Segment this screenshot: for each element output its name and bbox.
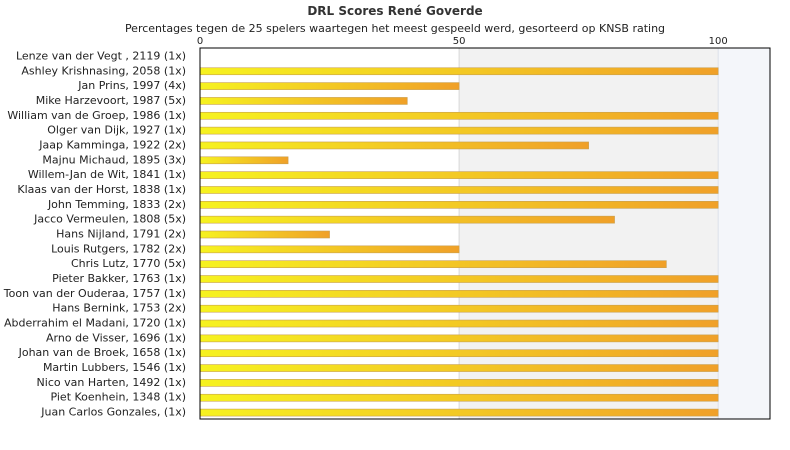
- x-tick-label: 50: [453, 36, 466, 47]
- category-label: Chris Lutz, 1770 (5x): [71, 257, 186, 270]
- bar: [199, 111, 719, 120]
- band-100-110: [718, 48, 770, 419]
- category-label: Martin Lubbers, 1546 (1x): [43, 361, 186, 374]
- bar: [199, 245, 460, 254]
- category-label: John Temming, 1833 (2x): [47, 198, 186, 211]
- x-tick-label: 0: [197, 36, 203, 47]
- chart-title: DRL Scores René Goverde: [307, 4, 483, 18]
- bar: [199, 82, 460, 90]
- category-label: Nico van Harten, 1492 (1x): [37, 376, 186, 389]
- band-50-100: [459, 48, 719, 419]
- bar: [199, 319, 719, 328]
- bar: [199, 141, 589, 150]
- bar: [199, 156, 289, 165]
- category-label: Hans Nijland, 1791 (2x): [56, 228, 186, 241]
- bar: [199, 290, 719, 298]
- category-label: Majnu Michaud, 1895 (3x): [42, 153, 186, 166]
- category-label: Willem-Jan de Wit, 1841 (1x): [28, 168, 186, 181]
- bar: [199, 275, 719, 283]
- bar: [199, 186, 719, 194]
- bar: [199, 67, 719, 76]
- x-tick-label: 100: [709, 36, 728, 47]
- bar: [199, 171, 719, 179]
- category-label: Mike Harzevoort, 1987 (5x): [36, 94, 186, 107]
- category-label: Juan Carlos Gonzales, (1x): [40, 406, 186, 419]
- bar: [199, 230, 330, 239]
- category-label: Klaas van der Horst, 1838 (1x): [17, 183, 186, 196]
- bar: [199, 304, 719, 313]
- category-label: Jacco Vermeulen, 1808 (5x): [33, 213, 186, 226]
- category-label: Toon van der Ouderaa, 1757 (1x): [3, 287, 186, 300]
- category-label: Louis Rutgers, 1782 (2x): [51, 242, 186, 255]
- chart-subtitle: Percentages tegen de 25 spelers waartege…: [124, 22, 666, 35]
- category-label: Piet Koenhein, 1348 (1x): [50, 391, 186, 404]
- bar: [199, 215, 615, 224]
- category-label: Abderrahim el Madani, 1720 (1x): [4, 317, 186, 330]
- bar: [199, 126, 719, 135]
- bar: [199, 260, 667, 268]
- category-label: Olger van Dijk, 1927 (1x): [47, 124, 186, 137]
- bar: [199, 393, 719, 402]
- plot-frame: [199, 47, 771, 420]
- category-label: Arno de Visser, 1696 (1x): [46, 331, 186, 344]
- category-label: Lenze van der Vegt , 2119 (1x): [16, 49, 186, 62]
- category-label: Johan van de Broek, 1658 (1x): [18, 346, 186, 359]
- bar: [199, 334, 719, 343]
- category-label: William van de Groep, 1986 (1x): [7, 109, 186, 122]
- category-label: Jan Prins, 1997 (4x): [77, 79, 186, 92]
- bar: [199, 364, 719, 372]
- bar: [199, 201, 719, 209]
- bar: [199, 379, 719, 387]
- category-label: Ashley Krishnasing, 2058 (1x): [21, 64, 186, 77]
- category-label: Pieter Bakker, 1763 (1x): [52, 272, 186, 285]
- bar: [199, 97, 408, 105]
- bar: [199, 349, 719, 358]
- bar: [199, 408, 719, 417]
- category-label: Jaap Kamminga, 1922 (2x): [38, 138, 186, 151]
- category-label: Hans Bernink, 1753 (2x): [52, 302, 186, 315]
